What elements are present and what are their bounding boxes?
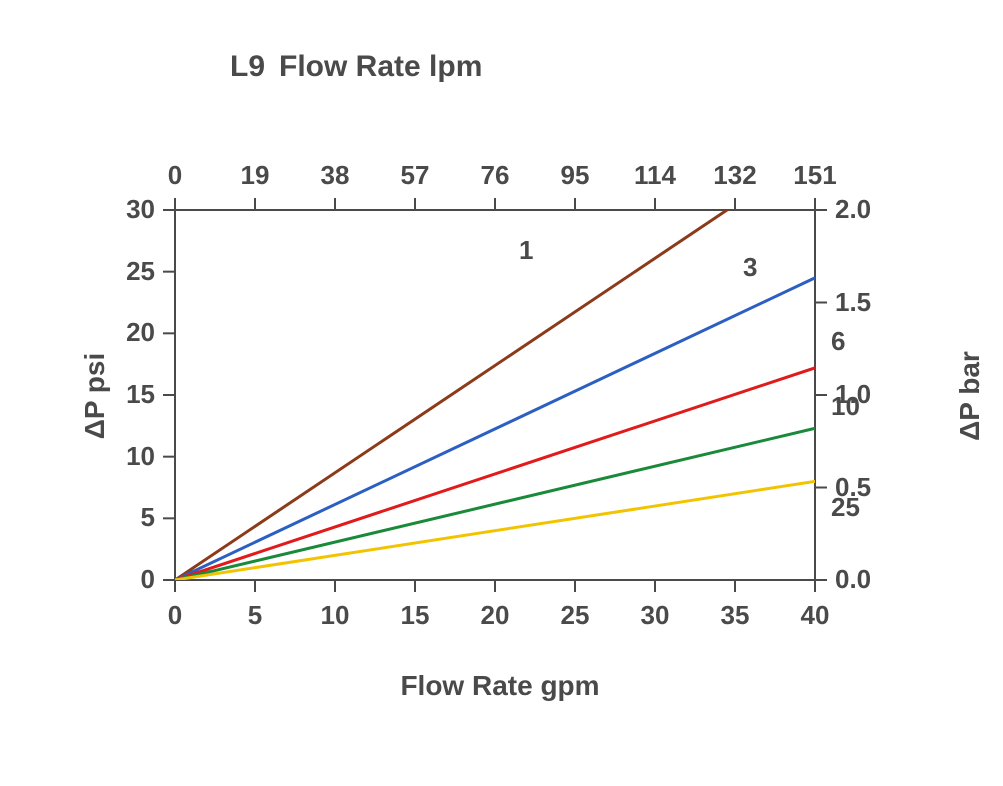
- series-label-1: 1: [519, 235, 533, 266]
- tick-label: 25: [105, 256, 155, 287]
- tick-label: 0: [140, 160, 210, 191]
- tick-label: 10: [105, 441, 155, 472]
- series-label-10: 10: [831, 391, 860, 422]
- series-label-6: 6: [831, 326, 845, 357]
- series-line-10: [169, 277, 1003, 582]
- tick-label: 35: [705, 600, 765, 631]
- tick-label: 1.5: [835, 287, 895, 318]
- tick-label: 25: [545, 600, 605, 631]
- tick-label: 57: [380, 160, 450, 191]
- tick-label: 10: [305, 600, 365, 631]
- tick-label: 19: [220, 160, 290, 191]
- tick-label: 76: [460, 160, 530, 191]
- tick-label: 15: [105, 379, 155, 410]
- tick-label: 5: [225, 600, 285, 631]
- tick-label: 40: [785, 600, 845, 631]
- tick-label: 30: [625, 600, 685, 631]
- tick-label: 95: [540, 160, 610, 191]
- tick-label: 38: [300, 160, 370, 191]
- series-label-3: 3: [743, 252, 757, 283]
- tick-label: 20: [465, 600, 525, 631]
- tick-label: 0.0: [835, 564, 895, 595]
- tick-label: 151: [780, 160, 850, 191]
- tick-label: 30: [105, 194, 155, 225]
- tick-label: 15: [385, 600, 445, 631]
- series-label-25: 25: [831, 492, 860, 523]
- tick-label: 0: [145, 600, 205, 631]
- tick-label: 20: [105, 317, 155, 348]
- tick-label: 0: [105, 564, 155, 595]
- tick-label: 5: [105, 502, 155, 533]
- tick-label: 132: [700, 160, 770, 191]
- tick-label: 2.0: [835, 194, 895, 225]
- tick-label: 114: [620, 160, 690, 191]
